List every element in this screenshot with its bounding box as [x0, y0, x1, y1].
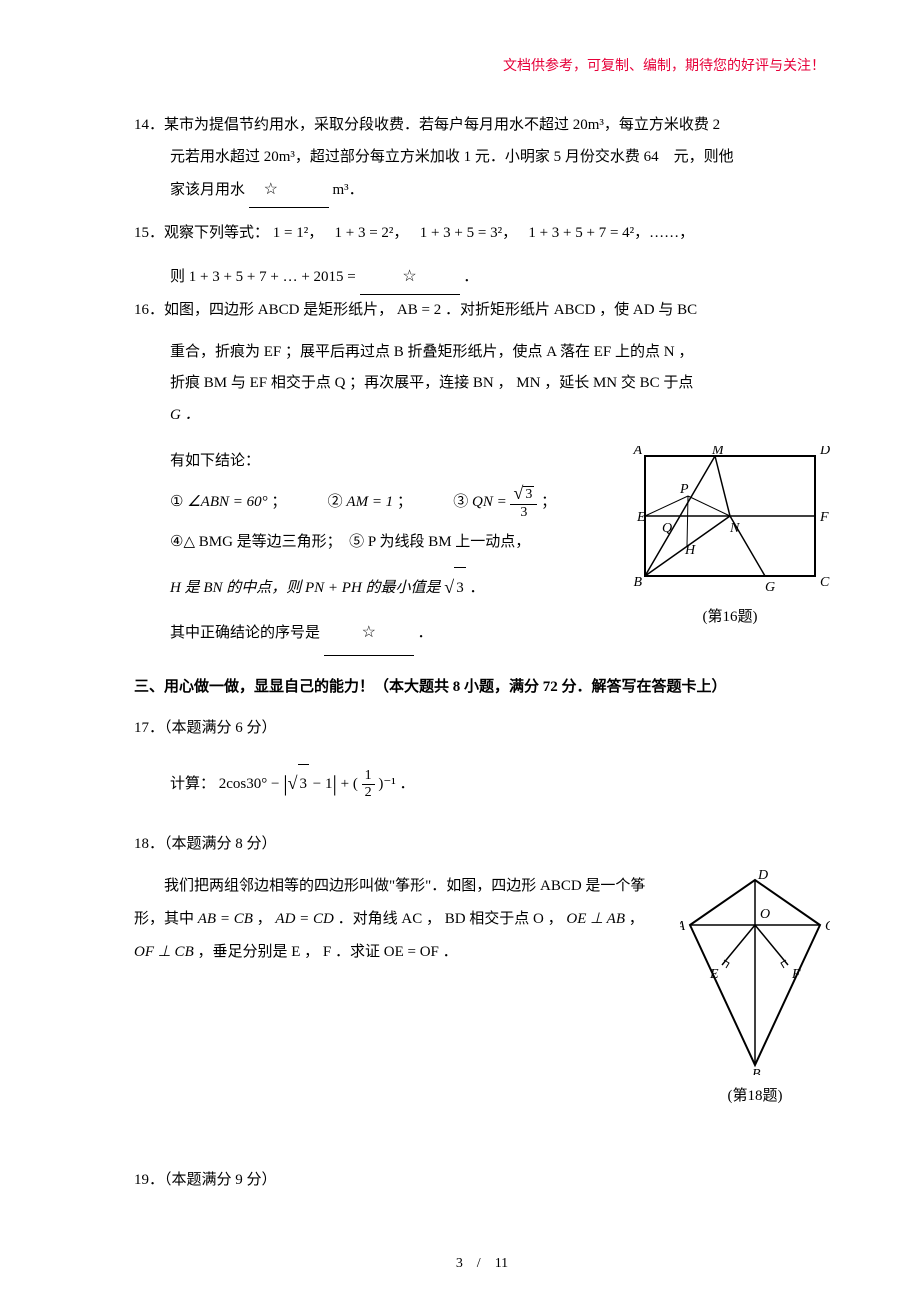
- figure-16-svg: A D B C E F M N G Q P H: [630, 446, 830, 596]
- label-f: F: [819, 510, 829, 525]
- q16-tail1: 其中正确结论的序号是: [170, 625, 320, 641]
- q16-opt3a: ③: [453, 494, 468, 510]
- page: 文档供参考，可复制、编制，期待您的好评与关注！ 14．某市为提倡节约用水，采取分…: [0, 0, 920, 1312]
- q14-line1: 14．某市为提倡节约用水，采取分段收费．若每户每月用水不超过 20m³，每立方米…: [134, 117, 720, 133]
- q15-line2: 则 1 + 3 + 5 + 7 + … + 2015 = ☆ ．: [134, 259, 830, 295]
- label-d: D: [819, 446, 830, 458]
- label-c: C: [820, 575, 830, 590]
- q16-opt1c: ；: [271, 494, 279, 510]
- q15-blank: ☆: [360, 259, 460, 295]
- q16-opt2c: ；: [397, 494, 405, 510]
- q15-eq-d: 1 + 3 + 5 + 7 = 4²，……，: [528, 225, 694, 241]
- label-a: A: [632, 446, 642, 458]
- q16-opt3b: QN =: [472, 494, 510, 510]
- q17-abs-tail: − 1: [309, 776, 332, 792]
- q14-line2: 元若用水超过 20m³，超过部分每立方米加收 1 元．小明家 5 月份交水费 6…: [170, 149, 734, 165]
- q17-expr-end: )⁻¹ ．: [378, 776, 414, 792]
- q15-eq-b: 1 + 3 = 2²，: [335, 225, 401, 241]
- q16-frac: √3 3: [510, 484, 537, 520]
- header-note: 文档供参考，可复制、编制，期待您的好评与关注！: [134, 55, 830, 75]
- q16-opt4: ④△ BMG 是等边三角形； ⑤ P 为线段 BM 上一动点，: [170, 534, 530, 550]
- q18-eq2: AD = CD: [275, 911, 337, 927]
- q18-sep1: ，: [257, 911, 272, 927]
- label-e18: E: [709, 967, 719, 982]
- label-g: G: [765, 580, 775, 595]
- q17-label: 计算：: [170, 776, 215, 792]
- label-e: E: [636, 510, 646, 525]
- q16-opt5b: 3: [454, 567, 466, 609]
- q16-line4: G ．: [170, 407, 200, 423]
- q16-line1: 16．如图，四边形 ABCD 是矩形纸片， AB = 2 ．对折矩形纸片 ABC…: [134, 302, 697, 318]
- star-icon: ☆: [402, 268, 416, 285]
- q18-line1: 我们把两组邻边相等的四边形叫做"筝形"．如图，四边形 ABCD 是一个筝: [134, 878, 645, 894]
- q18-eq3: OE ⊥ AB: [566, 911, 628, 927]
- label-f18: F: [791, 967, 801, 982]
- q16-opt5a: H 是 BN 的中点，则 PN + PH 的最小值是: [170, 580, 441, 596]
- q16-opt3c: ；: [541, 494, 556, 510]
- q17-expr-a: 2cos30° −: [219, 776, 283, 792]
- q14-blank: ☆: [249, 173, 329, 208]
- question-14: 14．某市为提倡节约用水，采取分段收费．若每户每月用水不超过 20m³，每立方米…: [134, 110, 830, 208]
- question-15: 15．观察下列等式： 1 = 1²， 1 + 3 = 2²， 1 + 3 + 5…: [134, 218, 830, 250]
- q16-line3: 折痕 BM 与 EF 相交于点 Q ；再次展平，连接 BN ， MN ，延长 M…: [170, 375, 693, 391]
- q18-eq4: OF ⊥ CB: [134, 944, 194, 960]
- figure-16-caption: (第16题): [630, 605, 830, 626]
- figure-16: A D B C E F M N G Q P H: [630, 446, 830, 626]
- q15-eq-a: 1 = 1²，: [273, 225, 316, 241]
- q18-line3b: ，垂足分别是 E ， F ．求证 OE = OF ．: [197, 944, 457, 960]
- question-17-body: 计算： 2cos30° − |√3 − 1| + ( 1 2 )⁻¹ ．: [134, 755, 830, 812]
- q15-eq-c: 1 + 3 + 5 = 3²，: [420, 225, 510, 241]
- sqrt-icon: √: [444, 577, 454, 597]
- q16-block: A D B C E F M N G Q P H: [134, 441, 830, 655]
- page-footer: 3 / 11: [134, 1252, 830, 1272]
- q15-line2a: 则 1 + 3 + 5 + 7 + … + 2015 =: [170, 269, 356, 285]
- q17-expr-b: + (: [341, 776, 358, 792]
- label-b18: B: [752, 1067, 761, 1075]
- q17-abs-val: 3: [298, 764, 310, 804]
- q16-blank: ☆: [324, 611, 414, 655]
- question-19-head: 19．（本题满分 9 分）: [134, 1165, 830, 1197]
- q16-opt1a: ①: [170, 494, 183, 510]
- q18-line2a: 形，其中: [134, 911, 198, 927]
- label-m: M: [711, 446, 725, 458]
- star-icon: ☆: [264, 181, 278, 198]
- q16-tail2: ．: [418, 625, 433, 641]
- question-16: 16．如图，四边形 ABCD 是矩形纸片， AB = 2 ．对折矩形纸片 ABC…: [134, 295, 830, 327]
- q16-opt2b: AM = 1: [346, 494, 393, 510]
- question-17-head: 17．（本题满分 6 分）: [134, 713, 830, 745]
- q16-opt1b: ∠ABN = 60°: [187, 494, 267, 510]
- q14-line3b: m³．: [333, 182, 364, 198]
- q16-line5: 有如下结论：: [170, 453, 260, 469]
- q16-opt5c: ．: [469, 580, 484, 596]
- label-b: B: [633, 575, 642, 590]
- q18-line2b: ．对角线 AC ， BD 相交于点 O ，: [338, 911, 563, 927]
- q15-line1a: 15．观察下列等式：: [134, 225, 269, 241]
- question-18-body: 我们把两组邻边相等的四边形叫做"筝形"．如图，四边形 ABCD 是一个筝 形，其…: [134, 870, 830, 969]
- label-q: Q: [662, 521, 672, 536]
- q18-eq1: AB = CB: [198, 911, 253, 927]
- section-3-title: 三、用心做一做，显显自己的能力！（本大题共 8 小题，满分 72 分．解答写在答…: [134, 672, 830, 704]
- figure-18-caption: (第18题): [680, 1084, 830, 1105]
- q16-line2: 重合，折痕为 EF ；展平后再过点 B 折叠矩形纸片，使点 A 落在 EF 上的…: [170, 344, 693, 360]
- q16-opt2a: ②: [328, 494, 343, 510]
- q14-line3a: 家该月用水: [170, 182, 245, 198]
- question-16-sub: 重合，折痕为 EF ；展平后再过点 B 折叠矩形纸片，使点 A 落在 EF 上的…: [134, 337, 830, 432]
- q18-sep2: ，: [629, 911, 644, 927]
- label-h: H: [684, 543, 696, 558]
- q17-frac: 1 2: [362, 768, 375, 800]
- star-icon: ☆: [362, 624, 376, 641]
- label-p: P: [679, 482, 689, 497]
- question-18-head: 18．（本题满分 8 分）: [134, 829, 830, 861]
